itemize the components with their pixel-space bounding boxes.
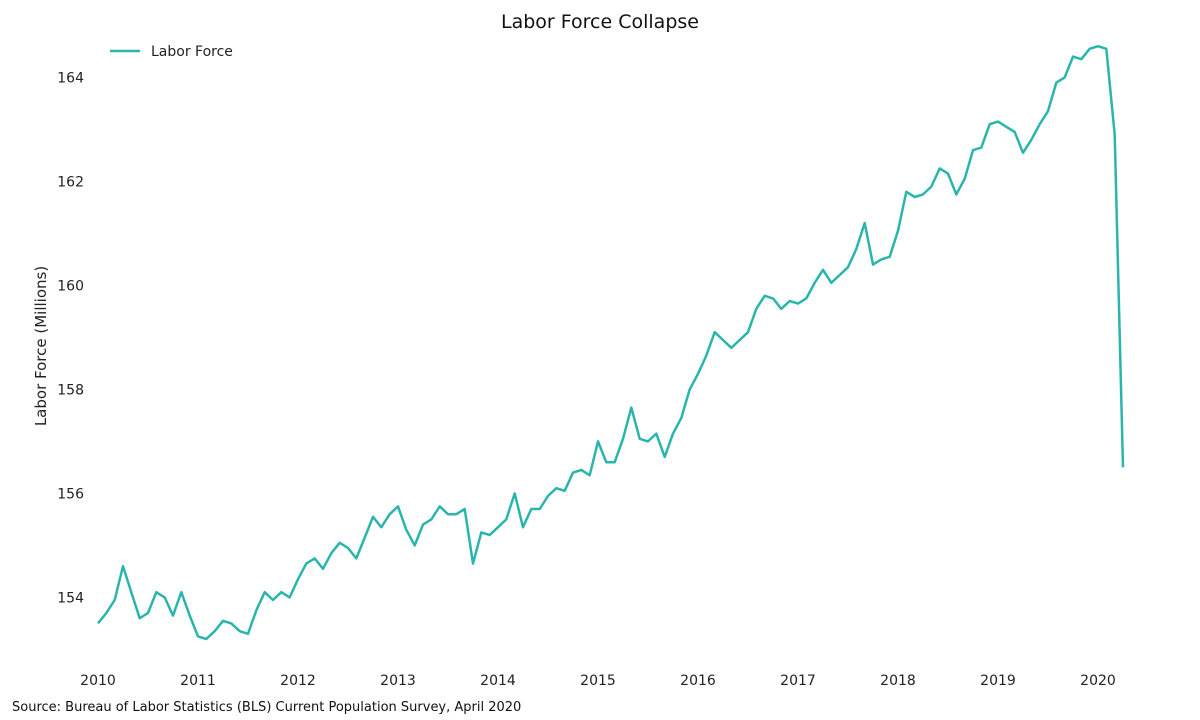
x-tick-label: 2014 (480, 673, 516, 689)
x-tick-label: 2012 (280, 673, 316, 689)
y-tick-label: 160 (57, 278, 84, 294)
x-tick-label: 2020 (1080, 673, 1116, 689)
series-line-labor-force (97, 44, 1125, 641)
x-tick-label: 2011 (180, 673, 216, 689)
x-tick-label: 2017 (780, 673, 816, 689)
legend: Labor Force (110, 44, 233, 60)
x-axis-ticks: 2010 2011 2012 2013 2014 2015 2016 2017 2018 2019… (80, 673, 1116, 689)
y-axis-ticks: 154 156 158 160 162 164 (57, 70, 84, 606)
series-layer (97, 44, 1125, 641)
source-note: Source: Bureau of Labor Statistics (BLS)… (12, 700, 522, 715)
y-tick-label: 164 (57, 70, 84, 86)
y-tick-label: 162 (57, 174, 84, 190)
x-tick-label: 2015 (580, 673, 616, 689)
chart-title: Labor Force Collapse (501, 11, 699, 33)
x-tick-label: 2016 (680, 673, 716, 689)
x-tick-label: 2010 (80, 673, 116, 689)
x-tick-label: 2019 (980, 673, 1016, 689)
y-tick-label: 156 (57, 486, 84, 502)
x-tick-label: 2013 (380, 673, 416, 689)
x-tick-label: 2018 (880, 673, 916, 689)
y-tick-label: 154 (57, 590, 84, 606)
y-axis-label: Labor Force (Millions) (32, 266, 50, 426)
y-tick-label: 158 (57, 382, 84, 398)
legend-label-labor-force: Labor Force (151, 44, 233, 60)
